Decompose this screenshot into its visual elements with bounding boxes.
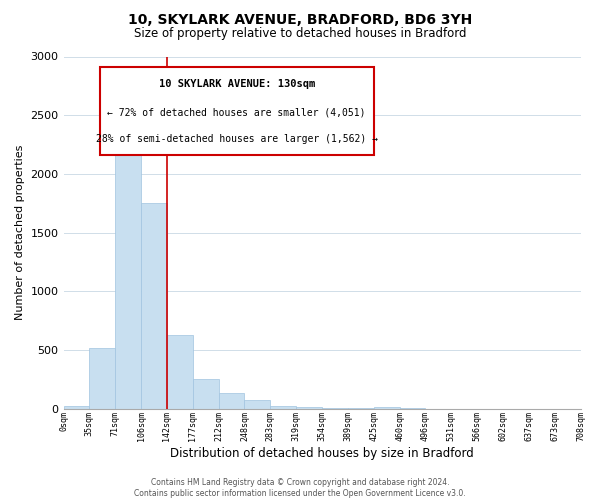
Bar <box>193 378 218 408</box>
Text: 10, SKYLARK AVENUE, BRADFORD, BD6 3YH: 10, SKYLARK AVENUE, BRADFORD, BD6 3YH <box>128 12 472 26</box>
Text: 28% of semi-detached houses are larger (1,562) →: 28% of semi-detached houses are larger (… <box>96 134 378 144</box>
X-axis label: Distribution of detached houses by size in Bradford: Distribution of detached houses by size … <box>170 447 474 460</box>
Bar <box>89 348 115 408</box>
Text: Size of property relative to detached houses in Bradford: Size of property relative to detached ho… <box>134 28 466 40</box>
Bar <box>271 406 296 408</box>
Text: Contains HM Land Registry data © Crown copyright and database right 2024.
Contai: Contains HM Land Registry data © Crown c… <box>134 478 466 498</box>
Bar <box>218 394 244 408</box>
Bar <box>64 406 89 408</box>
Text: 10 SKYLARK AVENUE: 130sqm: 10 SKYLARK AVENUE: 130sqm <box>158 80 315 90</box>
Bar <box>167 334 193 408</box>
Bar <box>244 400 271 408</box>
Y-axis label: Number of detached properties: Number of detached properties <box>15 145 25 320</box>
Bar <box>115 150 141 408</box>
FancyBboxPatch shape <box>100 67 374 155</box>
Text: ← 72% of detached houses are smaller (4,051): ← 72% of detached houses are smaller (4,… <box>107 108 366 118</box>
Bar <box>374 407 400 408</box>
Bar <box>141 203 167 408</box>
